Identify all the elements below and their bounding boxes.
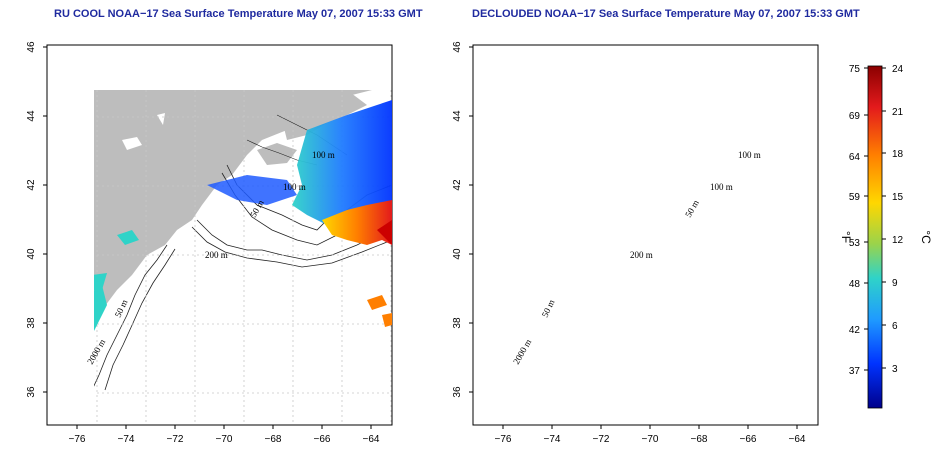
colorbar-f-tick: 48 bbox=[849, 279, 861, 290]
y-tick: 38 bbox=[26, 317, 37, 329]
right-map-title: DECLOUDED NOAA−17 Sea Surface Temperatur… bbox=[472, 8, 860, 20]
contour-label-100m-right-2: 100 m bbox=[710, 182, 733, 192]
colorbar-f-tick: 37 bbox=[849, 366, 861, 377]
left-x-axis: −76 −74 −72 −70 −68 −66 −64 bbox=[69, 425, 380, 445]
x-tick: −72 bbox=[593, 434, 610, 445]
x-tick: −74 bbox=[118, 434, 135, 445]
right-x-axis: −76 −74 −72 −70 −68 −66 −64 bbox=[495, 425, 806, 445]
left-map bbox=[46, 44, 393, 426]
colorbar-f-tick: 75 bbox=[849, 64, 861, 75]
colorbar-gradient bbox=[867, 65, 883, 409]
colorbar-c-tick: 9 bbox=[892, 278, 898, 289]
right-map bbox=[472, 44, 819, 426]
y-tick: 40 bbox=[26, 248, 37, 260]
colorbar-f-tick: 64 bbox=[849, 152, 861, 163]
colorbar-c-tick: 18 bbox=[892, 149, 904, 160]
left-map-title: RU COOL NOAA−17 Sea Surface Temperature … bbox=[54, 8, 423, 20]
x-tick: −64 bbox=[789, 434, 806, 445]
colorbar-c-tick: 15 bbox=[892, 192, 904, 203]
x-tick: −64 bbox=[363, 434, 380, 445]
left-y-axis: 46 44 42 40 38 36 bbox=[26, 41, 47, 398]
y-tick: 38 bbox=[452, 317, 463, 329]
x-tick: −72 bbox=[167, 434, 184, 445]
contour-label-200m-right: 200 m bbox=[630, 250, 653, 260]
y-tick: 42 bbox=[452, 179, 463, 191]
y-tick: 44 bbox=[452, 110, 463, 122]
x-tick: −68 bbox=[265, 434, 282, 445]
colorbar-c-tick: 12 bbox=[892, 235, 904, 246]
x-tick: −66 bbox=[740, 434, 757, 445]
x-tick: −76 bbox=[495, 434, 512, 445]
x-tick: −70 bbox=[642, 434, 659, 445]
y-tick: 44 bbox=[26, 110, 37, 122]
y-tick: 36 bbox=[26, 386, 37, 398]
colorbar-c-tick: 24 bbox=[892, 64, 904, 75]
colorbar-c-tick: 21 bbox=[892, 107, 904, 118]
y-tick: 46 bbox=[452, 41, 463, 53]
colorbar-unit-c: °C bbox=[919, 230, 933, 244]
colorbar-f-tick: 59 bbox=[849, 192, 861, 203]
x-tick: −70 bbox=[216, 434, 233, 445]
colorbar-f-tick: 69 bbox=[849, 111, 861, 122]
colorbar: 75 69 64 59 53 48 42 37 24 21 18 15 12 9… bbox=[839, 64, 933, 409]
x-tick: −74 bbox=[544, 434, 561, 445]
contour-label-100m-left: 100 m bbox=[312, 150, 335, 160]
x-tick: −66 bbox=[314, 434, 331, 445]
y-tick: 46 bbox=[26, 41, 37, 53]
x-tick: −76 bbox=[69, 434, 86, 445]
colorbar-f-tick: 42 bbox=[849, 325, 861, 336]
contour-label-200m-left: 200 m bbox=[205, 250, 228, 260]
contour-label-100m-left-2: 100 m bbox=[283, 182, 306, 192]
y-tick: 40 bbox=[452, 248, 463, 260]
contour-label-100m-right: 100 m bbox=[738, 150, 761, 160]
y-tick: 42 bbox=[26, 179, 37, 191]
colorbar-f-tick: 53 bbox=[849, 238, 861, 249]
y-tick: 36 bbox=[452, 386, 463, 398]
colorbar-c-tick: 6 bbox=[892, 321, 898, 332]
colorbar-c-tick: 3 bbox=[892, 364, 898, 375]
x-tick: −68 bbox=[691, 434, 708, 445]
right-y-axis: 46 44 42 40 38 36 bbox=[452, 41, 473, 398]
colorbar-unit-f: °F bbox=[839, 231, 853, 243]
